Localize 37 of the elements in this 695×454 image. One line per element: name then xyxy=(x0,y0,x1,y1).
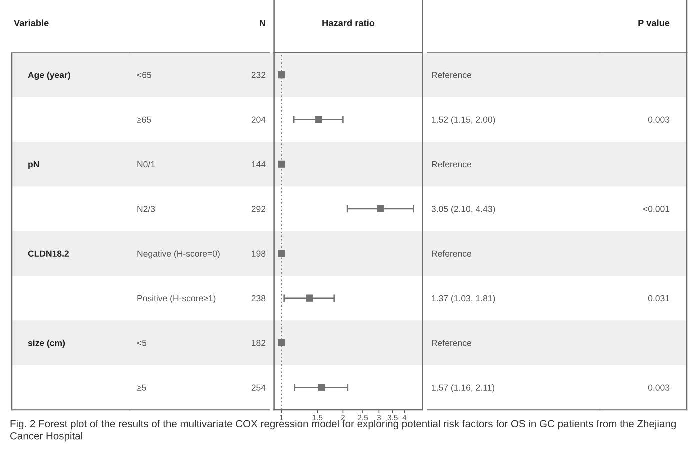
category-label: size (cm) xyxy=(28,340,66,348)
category-label: 144 xyxy=(252,162,266,168)
category-label: <0.001 xyxy=(643,206,670,212)
y-tick-label: ≥5 xyxy=(137,384,146,391)
category-label: 204 xyxy=(252,116,266,123)
category-label: Reference xyxy=(432,340,472,346)
y-tick-label: N0/1 xyxy=(138,161,156,168)
text: N xyxy=(260,20,266,26)
category-label: 292 xyxy=(252,206,266,212)
category-label: 198 xyxy=(252,250,266,257)
category-label: Age (year) xyxy=(28,72,70,80)
category-label: 1.37 (1.03, 1.81) xyxy=(432,295,496,304)
y-tick-label: Negative (H-score=0) xyxy=(138,250,220,259)
category-label: pN xyxy=(28,162,40,170)
y-tick-label: N2/3 xyxy=(138,206,156,212)
category-label: 1.57 (1.16, 2.11) xyxy=(432,384,495,393)
y-tick-label: <5 xyxy=(137,340,147,346)
text: P value xyxy=(638,20,670,26)
category-label: 1.52 (1.15, 2.00) xyxy=(432,116,496,125)
category-label: 254 xyxy=(252,384,266,391)
category-label: CLDN18.2 xyxy=(28,250,69,257)
y-tick-label: Positive (H-score≥1) xyxy=(138,295,216,304)
category-label: 0.003 xyxy=(648,384,670,391)
category-label: Reference xyxy=(432,72,472,78)
category-label: 3.05 (2.10, 4.43) xyxy=(432,206,496,214)
y-tick-label: ≥65 xyxy=(137,116,152,123)
y-tick-label: <65 xyxy=(137,72,152,78)
category-label: Reference xyxy=(432,161,472,168)
category-label: 232 xyxy=(252,72,266,78)
category-label: Reference xyxy=(432,250,472,257)
category-label: 238 xyxy=(252,295,266,302)
caption: Fig. 2 Forest plot of the results of the multivariate COX regression model for exploring potential risk factors for OS in GC patients from the Zhejiang Cancer Hospital xyxy=(10,420,676,442)
category-label: 182 xyxy=(252,340,266,346)
category-label: 0.003 xyxy=(648,116,670,123)
text: Variable xyxy=(14,20,49,26)
category-label: 0.031 xyxy=(648,295,670,302)
x-axis-title: Hazard ratio xyxy=(322,20,375,26)
